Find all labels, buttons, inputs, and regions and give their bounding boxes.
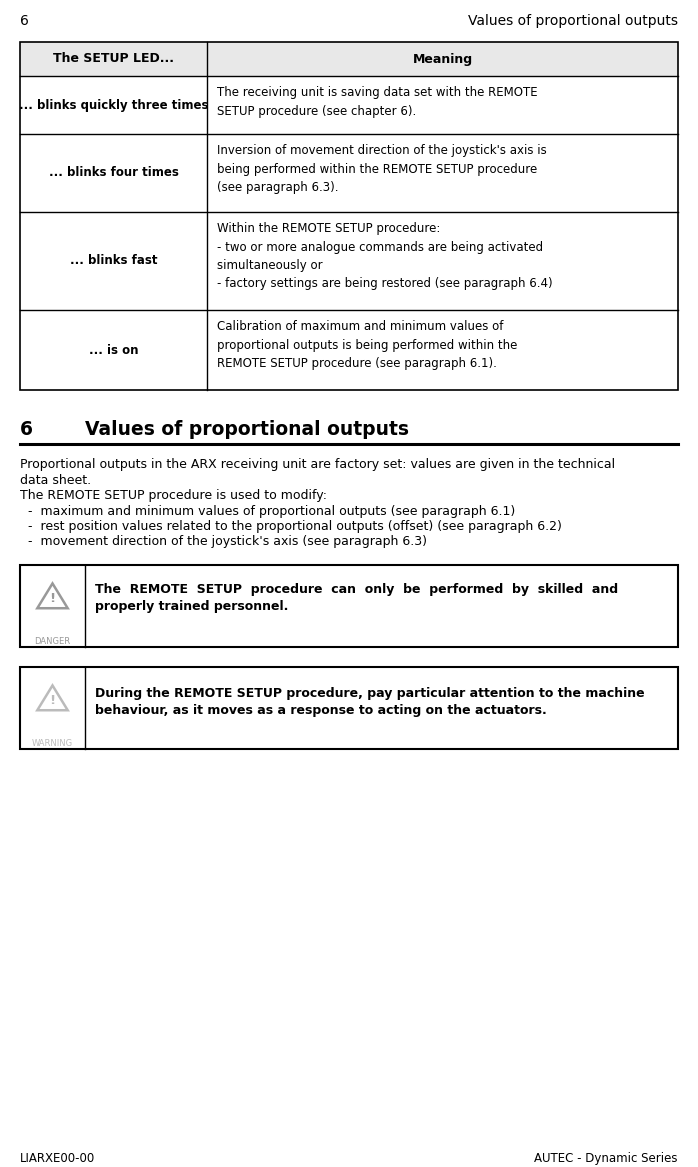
Text: data sheet.: data sheet. [20, 474, 91, 487]
Text: -  rest position values related to the proportional outputs (offset) (see paragr: - rest position values related to the pr… [20, 520, 562, 533]
Text: properly trained personnel.: properly trained personnel. [95, 600, 288, 613]
Text: WARNING: WARNING [32, 739, 73, 748]
Text: behaviour, as it moves as a response to acting on the actuators.: behaviour, as it moves as a response to … [95, 704, 547, 717]
Bar [20, 42, 678, 76]
Text: ... blinks four times: ... blinks four times [49, 167, 179, 180]
Text: -  movement direction of the joystick's axis (see paragraph 6.3): - movement direction of the joystick's a… [20, 536, 427, 548]
Text: Calibration of maximum and minimum values of
proportional outputs is being perfo: Calibration of maximum and minimum value… [217, 320, 517, 370]
Bar [20, 42, 678, 390]
Text: The SETUP LED...: The SETUP LED... [53, 53, 174, 65]
Text: 6: 6 [20, 420, 33, 439]
Text: ... blinks fast: ... blinks fast [70, 254, 157, 267]
Text: -  maximum and minimum values of proportional outputs (see paragraph 6.1): - maximum and minimum values of proporti… [20, 504, 515, 517]
Text: !: ! [50, 592, 56, 606]
Text: AUTEC - Dynamic Series: AUTEC - Dynamic Series [535, 1152, 678, 1165]
Text: 6: 6 [20, 14, 29, 28]
Text: LIARXE00-00: LIARXE00-00 [20, 1152, 95, 1165]
Text: !: ! [50, 694, 56, 707]
Text: ... blinks quickly three times: ... blinks quickly three times [19, 98, 208, 112]
Bar [20, 668, 678, 749]
Text: Values of proportional outputs: Values of proportional outputs [468, 14, 678, 28]
Text: The REMOTE SETUP procedure is used to modify:: The REMOTE SETUP procedure is used to mo… [20, 489, 327, 502]
Text: ... is on: ... is on [89, 343, 138, 356]
Text: The  REMOTE  SETUP  procedure  can  only  be  performed  by  skilled  and: The REMOTE SETUP procedure can only be p… [95, 584, 618, 596]
Text: Within the REMOTE SETUP procedure:
- two or more analogue commands are being act: Within the REMOTE SETUP procedure: - two… [217, 222, 553, 291]
Text: Inversion of movement direction of the joystick's axis is
being performed within: Inversion of movement direction of the j… [217, 144, 547, 194]
Text: Proportional outputs in the ARX receiving unit are factory set: values are given: Proportional outputs in the ARX receivin… [20, 457, 615, 471]
Text: Values of proportional outputs: Values of proportional outputs [85, 420, 409, 439]
Bar [20, 565, 678, 647]
Text: During the REMOTE SETUP procedure, pay particular attention to the machine: During the REMOTE SETUP procedure, pay p… [95, 687, 645, 700]
Text: DANGER: DANGER [34, 637, 70, 647]
Text: The receiving unit is saving data set with the REMOTE
SETUP procedure (see chapt: The receiving unit is saving data set wi… [217, 86, 537, 118]
Text: Meaning: Meaning [413, 53, 473, 65]
